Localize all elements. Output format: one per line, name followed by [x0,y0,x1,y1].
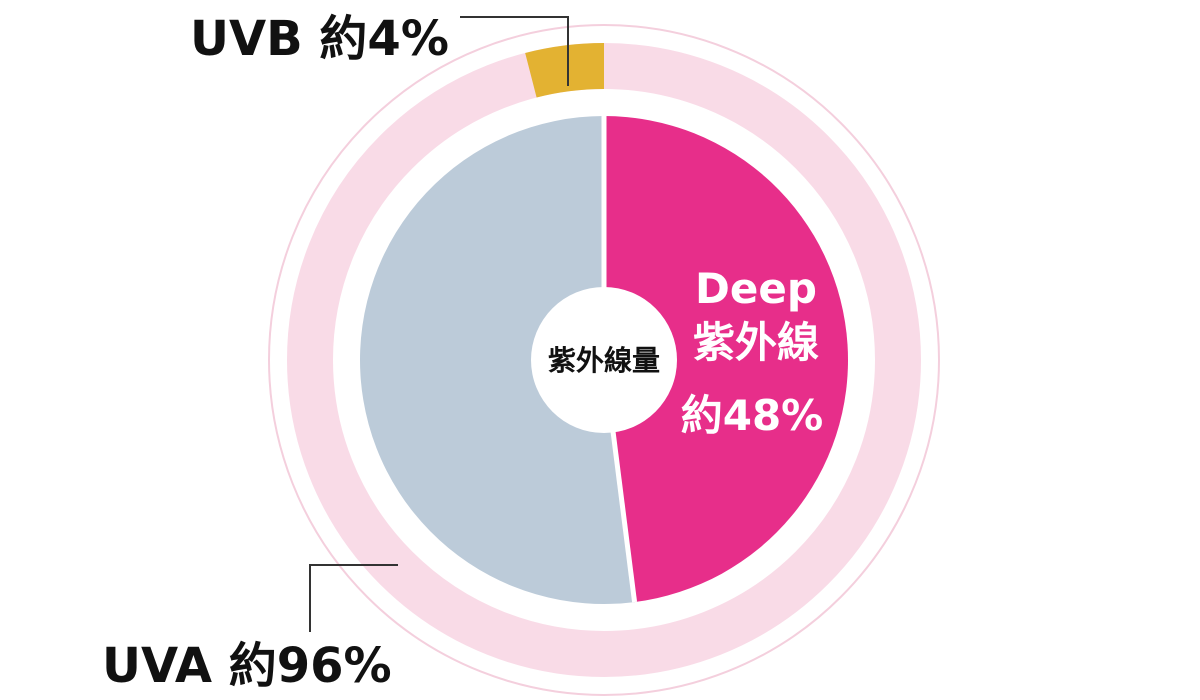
uva-inner-slice [359,115,635,605]
uva-label: UVA 約96% [102,638,392,694]
uvb-slice [525,43,604,98]
deep-uv-percent-label: 約48% [681,391,824,440]
outer-guide-ring [268,24,940,696]
deep-uv-label-line2: 紫外線 [693,318,819,367]
center-hole [531,287,677,433]
uva-leader-line [309,564,398,632]
center-label: 紫外線量 [548,344,660,377]
deep-uv-slice [604,116,848,603]
deep-uv-label-line1: Deep [695,264,817,313]
uvb-label: UVB 約4% [190,11,449,67]
uvb-leader-line [460,16,569,86]
